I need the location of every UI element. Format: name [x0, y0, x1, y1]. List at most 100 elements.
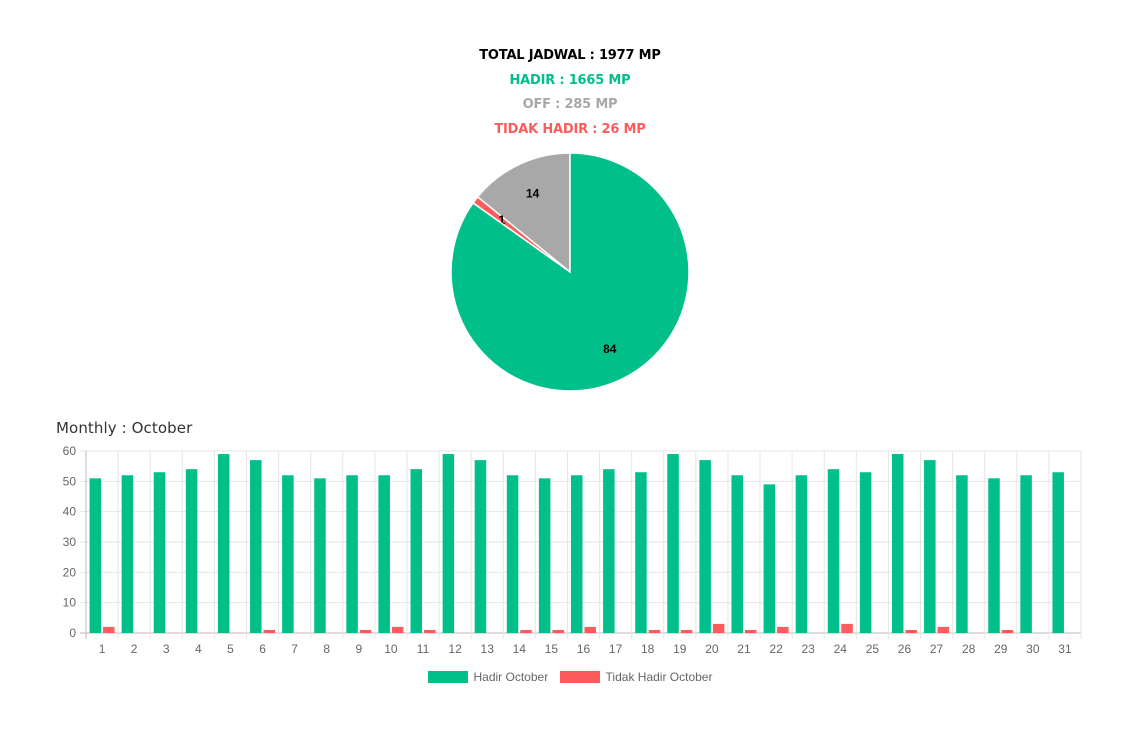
x-tick-label: 5	[227, 642, 234, 656]
bar-hadir[interactable]	[763, 484, 776, 633]
x-tick-label: 18	[641, 642, 655, 656]
bar-hadir[interactable]	[731, 475, 743, 633]
bar-hadir[interactable]	[410, 469, 423, 633]
y-tick-label: 0	[69, 626, 76, 640]
bar-tidak-hadir[interactable]	[648, 629, 661, 633]
attendance-pie-chart: 14 1 84	[450, 152, 690, 392]
bar-tidak-hadir[interactable]	[905, 629, 917, 633]
bar-tidak-hadir[interactable]	[1001, 629, 1014, 633]
bar-hadir[interactable]	[1052, 472, 1064, 633]
y-tick-label: 40	[63, 505, 77, 519]
bar-hadir[interactable]	[538, 478, 551, 633]
legend-swatch-hadir	[427, 671, 468, 683]
x-tick-label: 30	[1026, 642, 1040, 656]
tidak-hadir-label: TIDAK HADIR : 26 MP	[494, 121, 646, 137]
legend-item-hadir[interactable]: Hadir October	[427, 670, 549, 684]
bar-hadir[interactable]	[121, 475, 134, 633]
x-tick-label: 27	[930, 642, 944, 656]
x-tick-label: 25	[866, 642, 880, 656]
bar-hadir[interactable]	[635, 472, 647, 633]
bar-tidak-hadir[interactable]	[263, 629, 276, 633]
pie-label-tidak-hadir: 1	[498, 213, 505, 227]
bar-hadir[interactable]	[827, 469, 840, 633]
pie-slice-off[interactable]	[476, 152, 571, 274]
x-tick-label: 24	[834, 642, 848, 656]
bar-hadir[interactable]	[1020, 475, 1032, 633]
x-tick-label: 10	[384, 642, 398, 656]
x-tick-label: 4	[195, 642, 202, 656]
x-tick-label: 2	[131, 642, 138, 656]
legend-item-tidak-hadir[interactable]: Tidak Hadir October	[559, 670, 713, 684]
bar-hadir[interactable]	[571, 475, 583, 633]
bar-hadir[interactable]	[442, 454, 455, 633]
x-tick-label: 12	[448, 642, 462, 656]
x-tick-label: 9	[355, 642, 362, 656]
x-tick-label: 16	[577, 642, 591, 656]
x-tick-label: 14	[513, 642, 527, 656]
x-tick-label: 13	[481, 642, 495, 656]
bar-hadir[interactable]	[988, 478, 1000, 633]
bar-hadir[interactable]	[667, 454, 679, 633]
x-tick-label: 1	[99, 642, 106, 656]
bar-hadir[interactable]	[474, 460, 487, 633]
x-tick-label: 29	[994, 642, 1008, 656]
x-tick-label: 7	[291, 642, 298, 656]
x-tick-label: 17	[609, 642, 623, 656]
bar-hadir[interactable]	[795, 475, 808, 633]
bar-hadir[interactable]	[859, 472, 872, 633]
bar-tidak-hadir[interactable]	[712, 623, 725, 633]
bar-hadir[interactable]	[506, 475, 519, 633]
x-tick-label: 23	[801, 642, 815, 656]
bar-tidak-hadir[interactable]	[552, 629, 564, 633]
bar-tidak-hadir[interactable]	[937, 626, 950, 633]
bar-hadir[interactable]	[250, 460, 262, 633]
bar-hadir[interactable]	[282, 475, 294, 633]
bar-tidak-hadir[interactable]	[391, 626, 404, 633]
y-tick-label: 60	[63, 444, 77, 458]
bar-hadir[interactable]	[891, 454, 904, 633]
bar-tidak-hadir[interactable]	[103, 626, 115, 633]
bar-tidak-hadir[interactable]	[777, 626, 789, 633]
x-tick-label: 28	[962, 642, 976, 656]
bar-hadir[interactable]	[185, 469, 198, 633]
bar-hadir[interactable]	[346, 475, 358, 633]
legend-label-hadir: Hadir October	[473, 670, 549, 684]
pie-label-off: 14	[526, 187, 540, 201]
stats-summary: TOTAL JADWAL : 1977 MP HADIR : 1665 MP O…	[0, 44, 1140, 142]
bar-hadir[interactable]	[956, 475, 968, 633]
x-tick-label: 6	[259, 642, 266, 656]
bar-tidak-hadir[interactable]	[424, 629, 436, 633]
pie-slice-hadir[interactable]	[450, 152, 690, 392]
total-jadwal-label: TOTAL JADWAL : 1977 MP	[479, 48, 661, 63]
x-tick-label: 3	[163, 642, 170, 656]
bar-tidak-hadir[interactable]	[744, 629, 757, 633]
bar-tidak-hadir[interactable]	[359, 629, 372, 633]
bar-hadir[interactable]	[89, 478, 102, 633]
x-tick-label: 22	[769, 642, 783, 656]
bar-hadir[interactable]	[603, 469, 615, 633]
bar-hadir[interactable]	[699, 460, 711, 633]
bar-tidak-hadir[interactable]	[584, 626, 597, 633]
bar-hadir[interactable]	[153, 472, 166, 633]
bar-hadir[interactable]	[378, 475, 390, 633]
x-tick-label: 8	[323, 642, 330, 656]
x-tick-label: 26	[898, 642, 912, 656]
x-tick-label: 31	[1058, 642, 1072, 656]
bar-hadir[interactable]	[217, 454, 230, 633]
x-tick-label: 19	[673, 642, 687, 656]
y-tick-label: 20	[63, 565, 77, 579]
bar-tidak-hadir[interactable]	[841, 623, 853, 633]
legend-label-tidak-hadir: Tidak Hadir October	[605, 670, 713, 684]
bar-tidak-hadir[interactable]	[520, 629, 532, 633]
x-tick-label: 21	[737, 642, 751, 656]
x-tick-label: 11	[417, 642, 430, 656]
bar-hadir[interactable]	[314, 478, 326, 633]
off-label: OFF : 285 MP	[522, 97, 618, 112]
hadir-label: HADIR : 1665 MP	[509, 72, 631, 88]
y-tick-label: 30	[63, 535, 77, 549]
bar-tidak-hadir[interactable]	[680, 629, 693, 633]
bar-hadir[interactable]	[924, 460, 936, 633]
bar-chart-legend: Hadir October Tidak Hadir October	[0, 670, 1140, 684]
legend-swatch-tidak-hadir	[559, 671, 600, 683]
